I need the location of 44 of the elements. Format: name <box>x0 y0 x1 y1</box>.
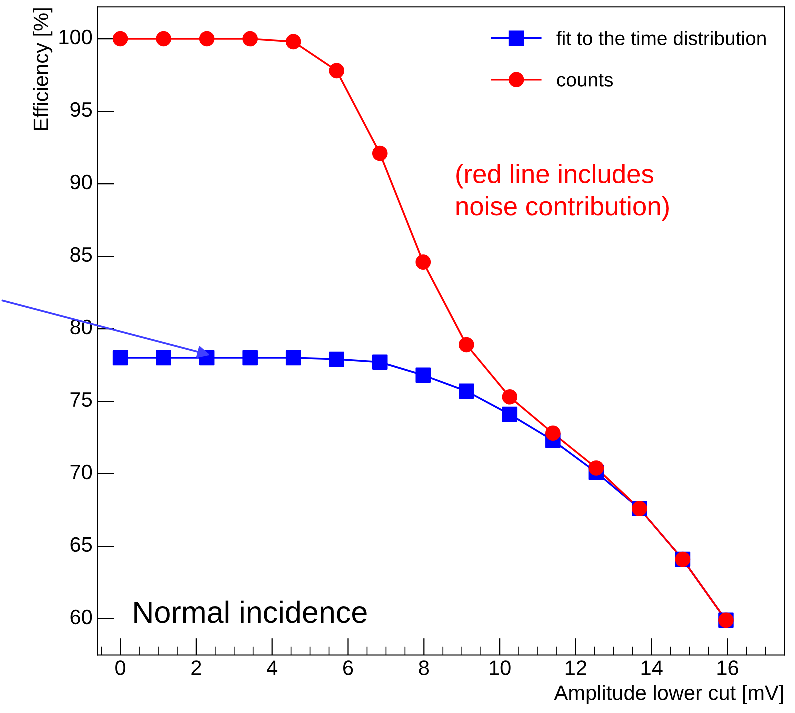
y-tick-label: 95 <box>70 102 92 118</box>
point <box>112 31 128 47</box>
y-axis-title: Efficiency [%] <box>33 8 53 130</box>
legend-label: counts <box>557 74 614 87</box>
y-tick-label: 85 <box>70 247 92 262</box>
annotation: Normal incidence <box>134 600 367 624</box>
x-tick-label: 4 <box>267 660 278 676</box>
x-tick-label: 6 <box>344 660 354 676</box>
x-axis-title: Amplitude lower cut [mV] <box>554 685 784 705</box>
point <box>199 31 215 47</box>
point <box>242 350 258 366</box>
point <box>329 352 345 368</box>
point <box>329 63 345 79</box>
y-tick-label: 65 <box>70 537 92 552</box>
x-tick-label: 12 <box>566 660 586 676</box>
y-tick-label: 75 <box>70 392 92 408</box>
y-tick-label: 60 <box>70 610 92 625</box>
point <box>502 390 518 405</box>
x-tick-label: 0 <box>116 660 126 676</box>
annotation: (red line includes noise contribution) <box>456 164 669 221</box>
point <box>156 31 172 47</box>
x-tick-label: 10 <box>490 660 511 676</box>
point <box>242 31 258 47</box>
y-tick-label: 90 <box>70 174 92 190</box>
y-tick-label: 100 <box>60 30 92 45</box>
legend-label: fit to the time distribution <box>556 31 766 46</box>
x-tick-label: 2 <box>192 660 202 676</box>
point <box>372 146 388 162</box>
x-tick-label: 8 <box>419 660 430 676</box>
point <box>372 354 388 370</box>
x-tick-label: 14 <box>642 660 663 676</box>
point <box>546 426 561 442</box>
point <box>286 34 302 50</box>
point <box>502 406 518 422</box>
point <box>156 350 172 366</box>
point <box>286 350 302 366</box>
point <box>112 350 128 366</box>
point <box>459 337 474 353</box>
point <box>416 254 432 270</box>
point <box>416 368 432 384</box>
point <box>459 384 474 399</box>
y-tick-label: 70 <box>70 464 92 480</box>
point <box>588 460 604 476</box>
x-tick-label: 16 <box>718 660 738 676</box>
